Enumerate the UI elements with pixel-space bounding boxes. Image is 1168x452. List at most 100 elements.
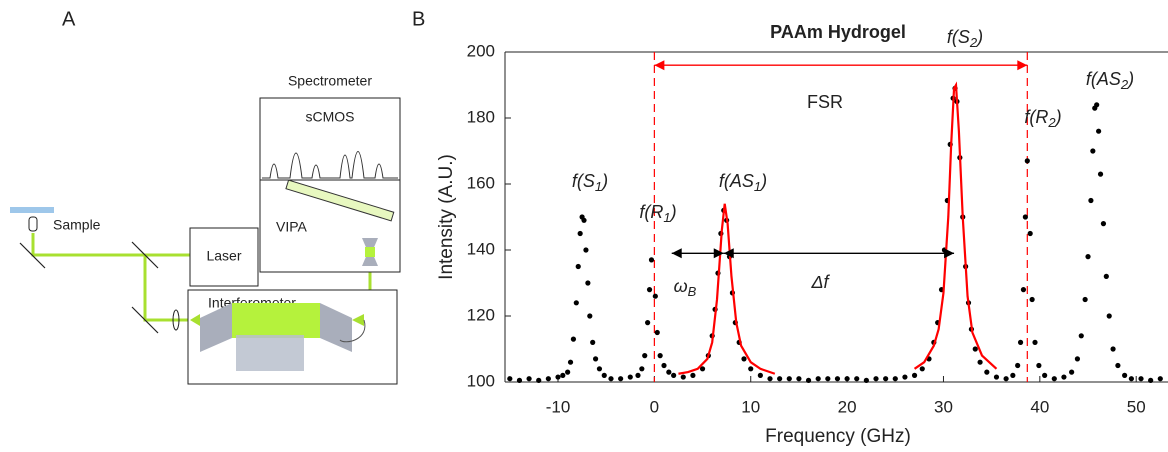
cavity-mirror <box>200 303 232 352</box>
data-point <box>590 339 596 345</box>
data-point <box>1096 128 1102 134</box>
data-point <box>592 356 599 362</box>
data-point <box>608 376 614 382</box>
camera-label: sCMOS <box>306 109 355 125</box>
data-point <box>748 366 754 372</box>
data-point <box>1003 376 1009 382</box>
annotation-text: ) <box>1126 69 1134 89</box>
data-point <box>1010 372 1016 378</box>
data-point <box>661 362 667 369</box>
arrow-head <box>723 248 734 259</box>
arrow-head <box>654 60 665 71</box>
data-point <box>596 366 603 372</box>
data-point <box>919 366 925 372</box>
mirrors <box>19 241 159 334</box>
cavity-mirror <box>320 303 352 352</box>
data-point <box>618 376 624 382</box>
data-point <box>585 280 591 286</box>
data-point <box>805 377 812 383</box>
y-tick-label: 140 <box>467 239 495 258</box>
cavity-base <box>236 335 304 371</box>
data-point <box>601 372 607 378</box>
data-point <box>577 230 583 237</box>
data-point <box>1017 339 1024 345</box>
spectrometer-label: Spectrometer <box>288 73 372 89</box>
y-tick-label: 200 <box>467 41 495 60</box>
data-point <box>767 376 773 382</box>
data-point <box>911 372 918 378</box>
annotation: FSR <box>807 92 843 112</box>
spectrum-sketch <box>262 151 398 179</box>
fit-curve <box>913 81 998 370</box>
data-point <box>560 372 566 378</box>
objective <box>28 216 38 232</box>
data-point <box>536 377 542 383</box>
annotation-text: f(R <box>639 202 663 222</box>
data-point <box>646 287 653 293</box>
annotation: f(R2) <box>1024 107 1061 131</box>
data-point <box>570 336 577 342</box>
annotation-subscript: 1 <box>595 179 602 194</box>
annotation: Δf <box>810 272 830 292</box>
cavity <box>232 303 320 338</box>
annotation-subscript: 2 <box>1120 77 1129 92</box>
data-point <box>825 376 831 382</box>
x-tick-label: 30 <box>934 397 953 416</box>
data-point <box>654 329 660 336</box>
data-point <box>1036 362 1042 369</box>
data-point <box>699 366 706 372</box>
x-tick-label: 40 <box>1030 397 1049 416</box>
data-point <box>1061 374 1067 380</box>
data-point <box>796 376 802 382</box>
data-point <box>741 356 747 362</box>
data-point <box>1097 171 1104 177</box>
data-point <box>854 376 860 382</box>
annotation-text: f(S <box>947 27 970 47</box>
x-tick-label: 20 <box>838 397 857 416</box>
data-point <box>573 300 579 306</box>
data-point <box>1090 148 1096 154</box>
data-point <box>1103 273 1109 279</box>
annotation-text: ω <box>674 276 688 296</box>
annotation-subscript: 1 <box>754 179 761 194</box>
data-point <box>587 313 593 319</box>
x-tick-label: 10 <box>741 397 760 416</box>
annotation: f(R1) <box>639 202 676 226</box>
laser-box <box>189 227 259 287</box>
data-point <box>1069 369 1075 375</box>
data-point <box>627 374 633 380</box>
data-point <box>993 374 1000 380</box>
annotation-text: f(AS <box>719 171 754 191</box>
laser-label: Laser <box>206 248 241 264</box>
data-point <box>1051 376 1057 382</box>
data-point <box>657 353 663 359</box>
data-point <box>690 372 696 378</box>
y-tick-label: 100 <box>467 371 495 390</box>
arrow-head <box>1017 60 1028 71</box>
beam-arrow <box>190 314 200 326</box>
data-point <box>1042 372 1048 378</box>
data-point <box>786 376 792 382</box>
data-point <box>1020 287 1027 293</box>
data-point <box>1074 356 1081 362</box>
data-point <box>1128 376 1134 382</box>
fit-curve <box>678 203 776 375</box>
y-axis-label: Intensity (A.U.) <box>436 154 457 280</box>
data-point <box>863 377 869 383</box>
arrow-head <box>944 248 955 259</box>
y-tick-label: 180 <box>467 107 495 126</box>
data-point <box>565 369 571 375</box>
data-point <box>583 247 589 253</box>
data-point <box>1138 376 1144 382</box>
x-tick-label: -10 <box>546 397 571 416</box>
data-point <box>1115 362 1121 369</box>
annotation-subscript: 2 <box>1047 115 1056 130</box>
data-point <box>1100 221 1107 227</box>
annotation-text: FSR <box>807 92 843 112</box>
x-axis-label: Frequency (GHz) <box>765 426 911 447</box>
data-point <box>1148 377 1154 383</box>
data-point <box>1022 214 1028 220</box>
spectrometer-box <box>259 97 401 273</box>
